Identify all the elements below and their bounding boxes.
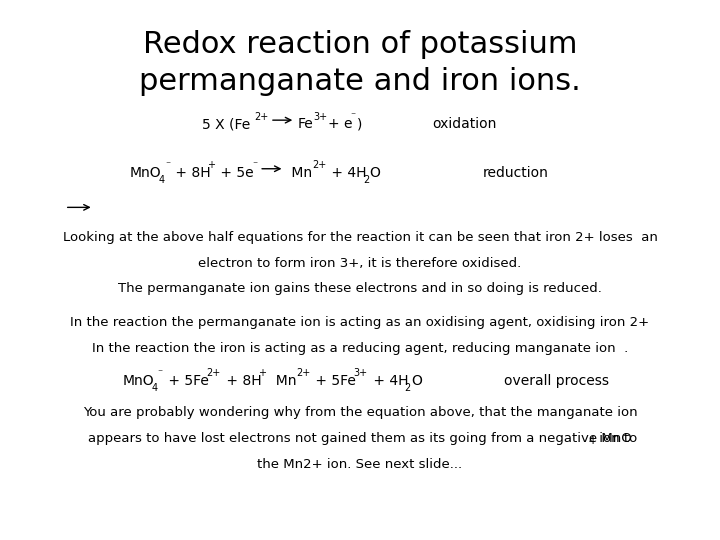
Text: 4: 4: [158, 176, 165, 185]
Text: the Mn2+ ion. See next slide...: the Mn2+ ion. See next slide...: [258, 458, 462, 471]
Text: + 5e: + 5e: [216, 166, 253, 180]
Text: ⁻: ⁻: [252, 160, 257, 170]
Text: Looking at the above half equations for the reaction it can be seen that iron 2+: Looking at the above half equations for …: [63, 231, 657, 244]
Text: reduction: reduction: [482, 166, 548, 180]
Text: +: +: [258, 368, 266, 378]
Text: MnO: MnO: [130, 166, 161, 180]
Text: 3+: 3+: [313, 112, 328, 122]
Text: MnO: MnO: [122, 374, 154, 388]
Text: + 8H: + 8H: [171, 166, 211, 180]
Text: The permanganate ion gains these electrons and in so doing is reduced.: The permanganate ion gains these electro…: [118, 282, 602, 295]
Text: ion to: ion to: [595, 432, 638, 445]
Text: 2+: 2+: [296, 368, 310, 378]
Text: 5 X (Fe: 5 X (Fe: [202, 117, 250, 131]
Text: In the reaction the permanganate ion is acting as an oxidising agent, oxidising : In the reaction the permanganate ion is …: [71, 316, 649, 329]
Text: + 8H: + 8H: [222, 374, 261, 388]
Text: 2+: 2+: [254, 112, 269, 122]
Text: ): ): [357, 117, 362, 131]
Text: +: +: [207, 160, 215, 170]
Text: + 5Fe: + 5Fe: [311, 374, 356, 388]
Text: permanganate and iron ions.: permanganate and iron ions.: [139, 68, 581, 97]
Text: Mn: Mn: [267, 374, 297, 388]
Text: + 4H: + 4H: [327, 166, 366, 180]
Text: 2: 2: [363, 176, 369, 185]
Text: 2+: 2+: [312, 160, 326, 170]
Text: 2+: 2+: [207, 368, 221, 378]
Text: ⁻: ⁻: [350, 112, 355, 122]
Text: + e: + e: [328, 117, 353, 131]
Text: O: O: [411, 374, 422, 388]
Text: You are probably wondering why from the equation above, that the manganate ion: You are probably wondering why from the …: [83, 406, 637, 419]
Text: 4: 4: [588, 436, 595, 447]
Text: O: O: [369, 166, 380, 180]
Text: Redox reaction of potassium: Redox reaction of potassium: [143, 30, 577, 59]
Text: Mn: Mn: [287, 166, 312, 180]
Text: In the reaction the iron is acting as a reducing agent, reducing manganate ion  : In the reaction the iron is acting as a …: [92, 342, 628, 355]
Text: oxidation: oxidation: [432, 117, 496, 131]
Text: appears to have lost electrons not gained them as its going from a negative MnO: appears to have lost electrons not gaine…: [88, 432, 632, 445]
Text: 2: 2: [405, 383, 411, 393]
Text: electron to form iron 3+, it is therefore oxidised.: electron to form iron 3+, it is therefor…: [199, 256, 521, 269]
Text: 4: 4: [151, 383, 158, 393]
Text: Fe: Fe: [297, 117, 313, 131]
Text: + 5Fe: + 5Fe: [164, 374, 209, 388]
Text: ⁻: ⁻: [165, 160, 170, 170]
Text: 3+: 3+: [354, 368, 368, 378]
Text: + 4H: + 4H: [369, 374, 408, 388]
Text: ⁻: ⁻: [158, 368, 163, 378]
Text: overall process: overall process: [504, 374, 609, 388]
